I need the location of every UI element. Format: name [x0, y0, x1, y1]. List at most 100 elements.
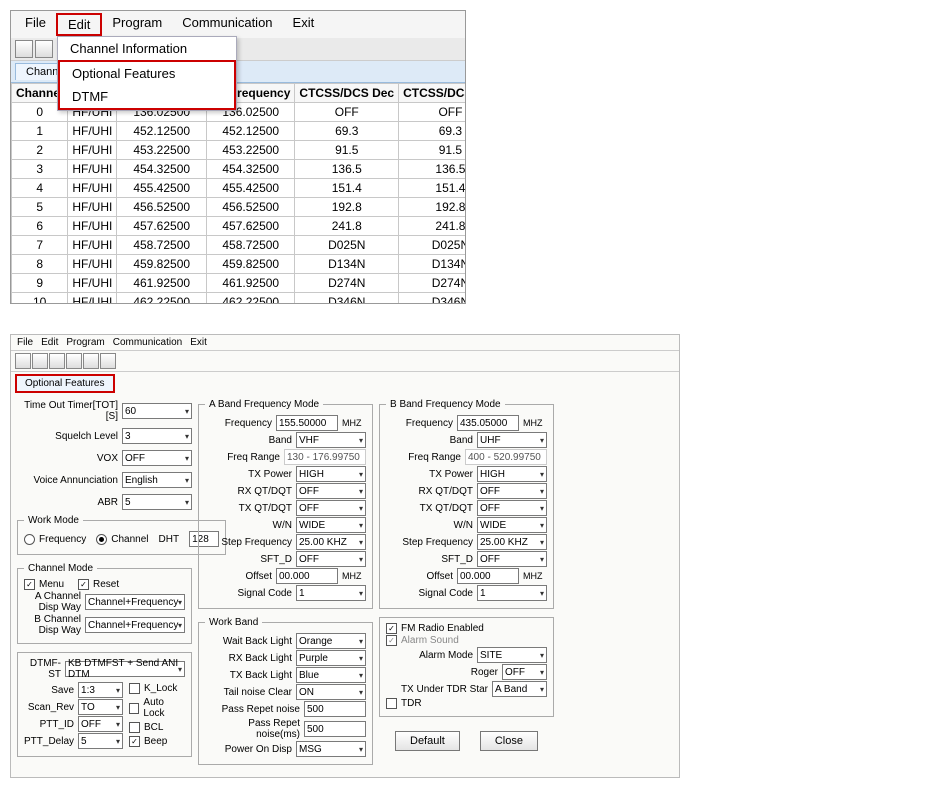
- menu-exit[interactable]: Exit: [283, 13, 325, 36]
- cell-band[interactable]: HF/UHI: [68, 122, 117, 141]
- cell-rx[interactable]: 457.62500: [117, 217, 207, 236]
- cell-tx[interactable]: 453.22500: [207, 141, 295, 160]
- cell-dec[interactable]: 136.5: [295, 160, 399, 179]
- cell-ch[interactable]: 2: [12, 141, 68, 160]
- cell-tx[interactable]: 457.62500: [207, 217, 295, 236]
- b-rxqt-select[interactable]: OFF: [477, 483, 547, 499]
- cell-band[interactable]: HF/UHI: [68, 255, 117, 274]
- toolbar-button[interactable]: [100, 353, 116, 369]
- cell-tx[interactable]: 458.72500: [207, 236, 295, 255]
- a-rxqt-select[interactable]: OFF: [296, 483, 366, 499]
- passrepetms-input[interactable]: 500: [304, 721, 366, 737]
- cell-band[interactable]: HF/UHI: [68, 160, 117, 179]
- cell-dec[interactable]: D346N: [295, 293, 399, 304]
- pttid-select[interactable]: OFF: [78, 716, 123, 732]
- cell-enc[interactable]: 241.8: [399, 217, 465, 236]
- cell-enc[interactable]: 192.8: [399, 198, 465, 217]
- table-row[interactable]: 7HF/UHI458.72500458.72500D025ND025NHI: [12, 236, 466, 255]
- cell-enc[interactable]: OFF: [399, 103, 465, 122]
- voice-annunciation-select[interactable]: English: [122, 472, 192, 488]
- cell-rx[interactable]: 455.42500: [117, 179, 207, 198]
- radio-channel[interactable]: Channel: [96, 534, 148, 545]
- alarm-mode-select[interactable]: SITE: [477, 647, 547, 663]
- cell-rx[interactable]: 458.72500: [117, 236, 207, 255]
- toolbar-button[interactable]: [32, 353, 48, 369]
- toolbar-button[interactable]: [83, 353, 99, 369]
- table-row[interactable]: 8HF/UHI459.82500459.82500D134ND134NHI: [12, 255, 466, 274]
- chk-reset[interactable]: ✓Reset: [78, 579, 119, 590]
- cell-rx[interactable]: 454.32500: [117, 160, 207, 179]
- cell-tx[interactable]: 456.52500: [207, 198, 295, 217]
- toolbar-button[interactable]: [15, 40, 33, 58]
- default-button[interactable]: Default: [395, 731, 460, 751]
- b-wn-select[interactable]: WIDE: [477, 517, 547, 533]
- b-txqt-select[interactable]: OFF: [477, 500, 547, 516]
- menu-file[interactable]: File: [15, 13, 56, 36]
- dropdown-channel-info[interactable]: Channel Information: [58, 37, 236, 60]
- tdr-tx-select[interactable]: A Band: [492, 681, 547, 697]
- cell-rx[interactable]: 461.92500: [117, 274, 207, 293]
- tx-backlight-select[interactable]: Blue: [296, 667, 366, 683]
- chk-fm-radio[interactable]: ✓FM Radio Enabled: [386, 623, 484, 634]
- cell-enc[interactable]: 91.5: [399, 141, 465, 160]
- b-freq-input[interactable]: 435.05000: [457, 415, 519, 431]
- cell-tx[interactable]: 455.42500: [207, 179, 295, 198]
- squelch-select[interactable]: 3: [122, 428, 192, 444]
- cell-tx[interactable]: 452.12500: [207, 122, 295, 141]
- toolbar-button[interactable]: [49, 353, 65, 369]
- cell-band[interactable]: HF/UHI: [68, 293, 117, 304]
- chk-tdr[interactable]: TDR: [386, 698, 422, 709]
- rx-backlight-select[interactable]: Purple: [296, 650, 366, 666]
- col-dec[interactable]: CTCSS/DCS Dec: [295, 84, 399, 103]
- pttdelay-select[interactable]: 5: [78, 733, 123, 749]
- menu-edit[interactable]: Edit: [56, 13, 102, 36]
- b-signal-select[interactable]: 1: [477, 585, 547, 601]
- abr-select[interactable]: 5: [122, 494, 192, 510]
- cell-band[interactable]: HF/UHI: [68, 198, 117, 217]
- menu-file[interactable]: File: [17, 337, 33, 348]
- a-step-select[interactable]: 25.00 KHZ: [296, 534, 366, 550]
- a-txqt-select[interactable]: OFF: [296, 500, 366, 516]
- cell-dec[interactable]: OFF: [295, 103, 399, 122]
- cell-ch[interactable]: 6: [12, 217, 68, 236]
- roger-select[interactable]: OFF: [502, 664, 547, 680]
- cell-rx[interactable]: 456.52500: [117, 198, 207, 217]
- dropdown-optional-features[interactable]: Optional Features: [60, 62, 234, 85]
- wait-backlight-select[interactable]: Orange: [296, 633, 366, 649]
- cell-tx[interactable]: 459.82500: [207, 255, 295, 274]
- cell-enc[interactable]: D025N: [399, 236, 465, 255]
- menu-program[interactable]: Program: [102, 13, 172, 36]
- scanrev-select[interactable]: TO: [78, 699, 123, 715]
- table-row[interactable]: 9HF/UHI461.92500461.92500D274ND274NHI: [12, 274, 466, 293]
- menu-program[interactable]: Program: [66, 337, 104, 348]
- passrepet-input[interactable]: 500: [304, 701, 366, 717]
- b-offset-input[interactable]: 00.000: [457, 568, 519, 584]
- cell-ch[interactable]: 5: [12, 198, 68, 217]
- a-sftd-select[interactable]: OFF: [296, 551, 366, 567]
- a-disp-select[interactable]: Channel+Frequency: [85, 594, 185, 610]
- menu-communication[interactable]: Communication: [113, 337, 182, 348]
- chk-autolock[interactable]: Auto Lock: [129, 697, 185, 719]
- table-row[interactable]: 6HF/UHI457.62500457.62500241.8241.8HI: [12, 217, 466, 236]
- chk-menu[interactable]: ✓Menu: [24, 579, 64, 590]
- cell-band[interactable]: HF/UHI: [68, 236, 117, 255]
- cell-dec[interactable]: 192.8: [295, 198, 399, 217]
- cell-ch[interactable]: 9: [12, 274, 68, 293]
- powerondisp-select[interactable]: MSG: [296, 741, 366, 757]
- cell-ch[interactable]: 7: [12, 236, 68, 255]
- cell-dec[interactable]: 241.8: [295, 217, 399, 236]
- cell-tx[interactable]: 462.22500: [207, 293, 295, 304]
- a-wn-select[interactable]: WIDE: [296, 517, 366, 533]
- cell-dec[interactable]: D274N: [295, 274, 399, 293]
- cell-ch[interactable]: 1: [12, 122, 68, 141]
- table-row[interactable]: 10HF/UHI462.22500462.22500D346ND346NHI: [12, 293, 466, 304]
- cell-ch[interactable]: 10: [12, 293, 68, 304]
- cell-ch[interactable]: 8: [12, 255, 68, 274]
- cell-enc[interactable]: 151.4: [399, 179, 465, 198]
- a-offset-input[interactable]: 00.000: [276, 568, 338, 584]
- b-txpower-select[interactable]: HIGH: [477, 466, 547, 482]
- b-step-select[interactable]: 25.00 KHZ: [477, 534, 547, 550]
- cell-tx[interactable]: 454.32500: [207, 160, 295, 179]
- cell-ch[interactable]: 3: [12, 160, 68, 179]
- cell-dec[interactable]: 91.5: [295, 141, 399, 160]
